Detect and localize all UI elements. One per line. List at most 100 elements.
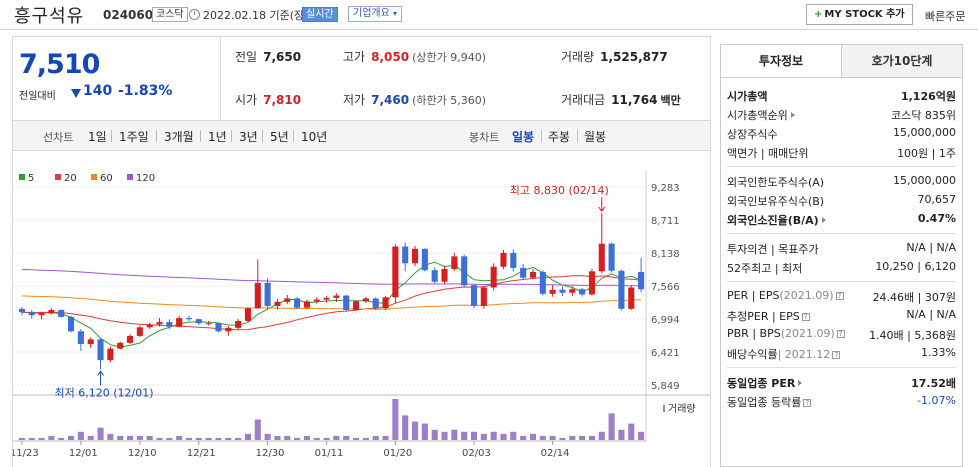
y-tick-label: 8,711 <box>651 216 680 227</box>
y-tick-label: 5,849 <box>651 381 680 392</box>
company-overview-label: 기업개요 <box>353 8 390 19</box>
x-tick-label: 12/30 <box>256 448 285 459</box>
period-bar: 선차트 1일 1주일 3개월 1년 3년 5년 10년 봉차트 일봉 주봉 월봉 <box>12 120 711 151</box>
x-tick-label: 12/10 <box>128 448 157 459</box>
help-icon[interactable]: ? <box>803 399 812 407</box>
help-icon[interactable]: ? <box>801 313 810 321</box>
info-key-text: 상장주식수 <box>727 128 778 141</box>
volume-bar <box>126 435 134 440</box>
info-key-text: 외국인한도주식수(A) <box>727 176 825 189</box>
period-1w[interactable]: 1주일 <box>119 130 149 144</box>
section-divider <box>727 367 956 368</box>
realtime-button[interactable]: 실시간 <box>302 7 338 22</box>
candle-body <box>215 323 222 332</box>
legend-label: 60 <box>100 173 113 184</box>
info-key-text: 투자의견 | 목표주가 <box>727 243 819 256</box>
volume-bar <box>68 435 75 440</box>
volume-bar <box>382 435 389 440</box>
period-10y[interactable]: 10년 <box>301 130 328 144</box>
candle-body <box>411 248 419 264</box>
quick-order-link[interactable]: 빠른주문 <box>925 10 966 23</box>
candle-body <box>313 299 320 302</box>
help-icon[interactable]: ? <box>836 330 845 338</box>
candle-body <box>549 289 556 294</box>
high-label: 최고 8,830 (02/14) <box>510 184 609 197</box>
candle-body <box>156 322 163 325</box>
info-key-text: 액면가 | 매매단위 <box>727 147 809 160</box>
candle-body <box>451 256 458 270</box>
volume-bar <box>461 431 468 440</box>
volume-bar <box>598 431 605 440</box>
candle-body <box>195 319 202 324</box>
volume-bar <box>510 431 517 440</box>
x-tick-label: 11/23 <box>13 448 39 459</box>
info-row: 외국인보유주식수(B) 70,657 <box>727 193 956 211</box>
candle-body <box>392 246 399 298</box>
x-tick-label: 12/01 <box>69 448 98 459</box>
info-key: 외국인소진율(B/A) <box>727 212 826 228</box>
volume-bar <box>402 415 409 440</box>
day-high: 고가 8,050 (상한가 9,940) <box>343 50 486 64</box>
legend-swatch <box>55 174 61 180</box>
candle-body <box>235 320 242 328</box>
period-3m[interactable]: 3개월 <box>164 130 194 144</box>
candle-body <box>402 246 409 264</box>
tab-investment-info[interactable]: 투자정보 <box>720 44 842 78</box>
price-chart[interactable]: 5 20 60 120 9,283 8,711 8,138 7,566 6,994 6,421 5,… <box>12 151 711 467</box>
candle-body <box>598 243 605 272</box>
period-3y[interactable]: 3년 <box>239 130 258 144</box>
info-key-period: (2021.09) <box>779 289 834 302</box>
info-value: 15,000,000 <box>893 174 956 187</box>
info-key: 외국인한도주식수(A) <box>727 174 824 190</box>
candle-body <box>529 271 537 278</box>
candle-body <box>68 316 75 332</box>
volume-bar <box>254 419 261 440</box>
volume-legend-swatch <box>663 405 665 412</box>
volume-bar <box>18 437 25 440</box>
legend-swatch <box>127 174 133 180</box>
volume-bar <box>638 431 645 440</box>
info-row: 시가총액순위 코스닥 835위 <box>727 107 956 125</box>
info-row: 외국인소진율(B/A) 0.47% <box>727 212 956 230</box>
separator <box>262 130 263 142</box>
ma-line-20 <box>21 275 642 331</box>
info-key: 동일업종 등락률? <box>727 394 812 410</box>
tab-orderbook-10[interactable]: 호가10단계 <box>841 44 963 78</box>
company-overview-dropdown[interactable]: 기업개요 ▾ <box>348 6 403 22</box>
candle-body <box>618 270 625 309</box>
period-5y[interactable]: 5년 <box>270 130 289 144</box>
candle-daily[interactable]: 일봉 <box>512 130 535 144</box>
volume-bar <box>166 437 173 440</box>
info-key: 시가총액 <box>727 88 767 104</box>
y-tick-label: 8,138 <box>651 249 680 260</box>
info-row: 추정PER | EPS? N/A | N/A <box>727 308 956 326</box>
add-mystock-button[interactable]: + MY STOCK 추가 <box>806 4 913 25</box>
candle-body <box>146 324 153 328</box>
separator <box>293 130 294 142</box>
volume-bar <box>372 435 379 440</box>
volume-bar <box>185 437 193 440</box>
volume-bar <box>58 437 65 440</box>
info-key: 동일업종 PER <box>727 375 803 391</box>
period-1y[interactable]: 1년 <box>208 130 227 144</box>
section-divider <box>727 166 956 167</box>
candle-body <box>77 331 84 345</box>
base-date: 2022.02.18 기준(장마감) <box>203 9 329 22</box>
info-key: 시가총액순위 <box>727 107 795 123</box>
volume-bar <box>579 435 586 440</box>
separator <box>111 130 112 142</box>
caret-right-icon[interactable] <box>798 380 803 386</box>
period-1d[interactable]: 1일 <box>88 130 107 144</box>
volume-bar <box>117 435 124 440</box>
candle-body <box>362 298 369 302</box>
caret-right-icon[interactable] <box>821 217 826 223</box>
caret-right-icon[interactable] <box>790 112 795 118</box>
x-tick-label: 01/11 <box>315 448 344 459</box>
candle-weekly[interactable]: 주봉 <box>548 130 571 144</box>
volume-bar <box>244 433 252 440</box>
info-key-text: 시가총액순위 <box>727 109 788 122</box>
help-icon[interactable]: ? <box>835 292 844 300</box>
market-badge: 코스닥 <box>152 7 188 22</box>
help-icon[interactable]: ? <box>832 351 841 359</box>
candle-monthly[interactable]: 월봉 <box>584 130 607 144</box>
